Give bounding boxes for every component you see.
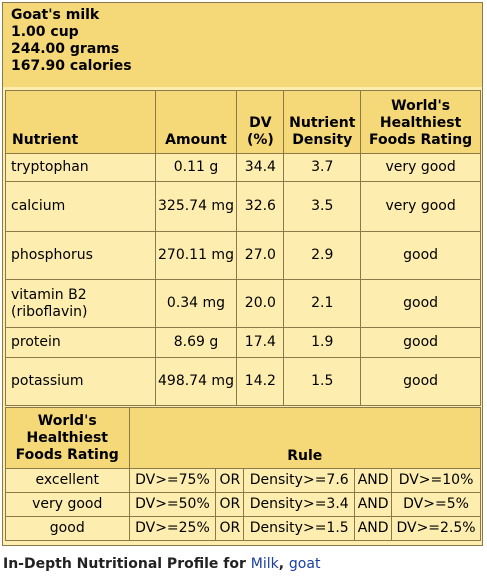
col-header-density-line1: Nutrient xyxy=(289,115,356,131)
table-row: vitamin B2 (riboflavin) 0.34 mg 20.0 2.1… xyxy=(5,279,481,328)
nutrient-name: tryptophan xyxy=(5,153,156,182)
nutrient-rating: good xyxy=(360,327,481,358)
nutrient-dv: 27.0 xyxy=(236,231,285,280)
nutrient-name: protein xyxy=(5,327,156,358)
serving-calories: 167.90 calories xyxy=(11,58,132,74)
nutrient-density: 2.1 xyxy=(283,279,362,328)
col-header-rating: World's Healthiest Foods Rating xyxy=(360,90,481,154)
rule-density: Density>=1.5 xyxy=(243,516,356,541)
col-header-rating-line1: World's xyxy=(391,98,451,114)
goat-link[interactable]: goat xyxy=(288,556,321,572)
table-row: calcium 325.74 mg 32.6 3.5 very good xyxy=(5,181,481,232)
rule-and: AND xyxy=(354,492,393,517)
col-header-rating-line2: Healthiest xyxy=(379,115,462,131)
col-header-dv-line2: (%) xyxy=(246,132,274,148)
rule-dv-min: DV>=10% xyxy=(391,468,481,493)
rule-col-header-rule: Rule xyxy=(128,407,481,469)
nutrient-name: calcium xyxy=(5,181,156,232)
nutrient-density: 1.9 xyxy=(283,327,362,358)
nutrient-dv: 34.4 xyxy=(236,153,285,182)
nutrient-density: 1.5 xyxy=(283,357,362,406)
nutrient-rating: good xyxy=(360,279,481,328)
col-header-dv: DV (%) xyxy=(236,90,285,154)
rule-col-header-rating-line3: Foods Rating xyxy=(15,446,119,463)
nutrient-dv: 14.2 xyxy=(236,357,285,406)
rule-and: AND xyxy=(354,468,393,493)
food-summary-header: Goat's milk 1.00 cup 244.00 grams 167.90… xyxy=(3,3,482,87)
rule-or: OR xyxy=(215,516,245,541)
serving-size: 1.00 cup xyxy=(11,24,79,40)
nutrient-dv: 32.6 xyxy=(236,181,285,232)
table-row: very good DV>=50% OR Density>=3.4 AND DV… xyxy=(5,492,481,517)
rule-rating: excellent xyxy=(5,468,130,493)
col-header-rating-line3: Foods Rating xyxy=(369,132,473,148)
nutrient-amount: 270.11 mg xyxy=(154,231,238,280)
rule-or: OR xyxy=(215,492,245,517)
profile-footer: In-Depth Nutritional Profile for Milk, g… xyxy=(3,556,321,572)
rating-rule-table: World's Healthiest Foods Rating Rule exc… xyxy=(5,407,481,541)
col-header-nutrient: Nutrient xyxy=(5,90,156,154)
nutrient-amount: 0.34 mg xyxy=(154,279,238,328)
rule-dv: DV>=25% xyxy=(128,516,217,541)
food-name: Goat's milk xyxy=(11,7,100,23)
table-row: good DV>=25% OR Density>=1.5 AND DV>=2.5… xyxy=(5,516,481,541)
rule-dv-min: DV>=5% xyxy=(391,492,481,517)
rule-rating: very good xyxy=(5,492,130,517)
nutrient-rating: good xyxy=(360,357,481,406)
nutrient-dv: 20.0 xyxy=(236,279,285,328)
rule-dv: DV>=50% xyxy=(128,492,217,517)
rule-col-header-rating-line2: Healthiest xyxy=(26,429,108,446)
col-header-dv-line1: DV xyxy=(249,115,272,131)
table-row: protein 8.69 g 17.4 1.9 good xyxy=(5,327,481,358)
rule-rating: good xyxy=(5,516,130,541)
rule-col-header-rating-line1: World's xyxy=(37,412,97,429)
nutrient-name: potassium xyxy=(5,357,156,406)
nutrient-amount: 325.74 mg xyxy=(154,181,238,232)
serving-grams: 244.00 grams xyxy=(11,41,120,57)
rule-or: OR xyxy=(215,468,245,493)
table-row: tryptophan 0.11 g 34.4 3.7 very good xyxy=(5,153,481,182)
nutrient-rating: very good xyxy=(360,153,481,182)
nutrient-rating: good xyxy=(360,231,481,280)
rule-dv-min: DV>=2.5% xyxy=(391,516,481,541)
col-header-density: Nutrient Density xyxy=(283,90,362,154)
table-row: potassium 498.74 mg 14.2 1.5 good xyxy=(5,357,481,406)
nutrient-name: vitamin B2 (riboflavin) xyxy=(5,279,156,328)
footer-text: In-Depth Nutritional Profile for xyxy=(3,556,246,572)
nutrient-table: Nutrient Amount DV (%) Nutrient Density … xyxy=(5,90,481,406)
nutrient-name: phosphorus xyxy=(5,231,156,280)
nutrient-rating: very good xyxy=(360,181,481,232)
table-row: phosphorus 270.11 mg 27.0 2.9 good xyxy=(5,231,481,280)
col-header-amount: Amount xyxy=(154,90,238,154)
rule-and: AND xyxy=(354,516,393,541)
nutrient-density: 3.5 xyxy=(283,181,362,232)
nutrient-amount: 0.11 g xyxy=(154,153,238,182)
milk-link[interactable]: Milk xyxy=(250,556,279,572)
rule-dv: DV>=75% xyxy=(128,468,217,493)
rule-density: Density>=7.6 xyxy=(243,468,356,493)
nutrient-density: 3.7 xyxy=(283,153,362,182)
nutrient-amount: 8.69 g xyxy=(154,327,238,358)
rule-density: Density>=3.4 xyxy=(243,492,356,517)
nutrient-density: 2.9 xyxy=(283,231,362,280)
rule-col-header-rating: World's Healthiest Foods Rating xyxy=(5,407,130,469)
col-header-density-line2: Density xyxy=(292,132,353,148)
table-row: excellent DV>=75% OR Density>=7.6 AND DV… xyxy=(5,468,481,493)
nutrient-dv: 17.4 xyxy=(236,327,285,358)
nutrient-amount: 498.74 mg xyxy=(154,357,238,406)
